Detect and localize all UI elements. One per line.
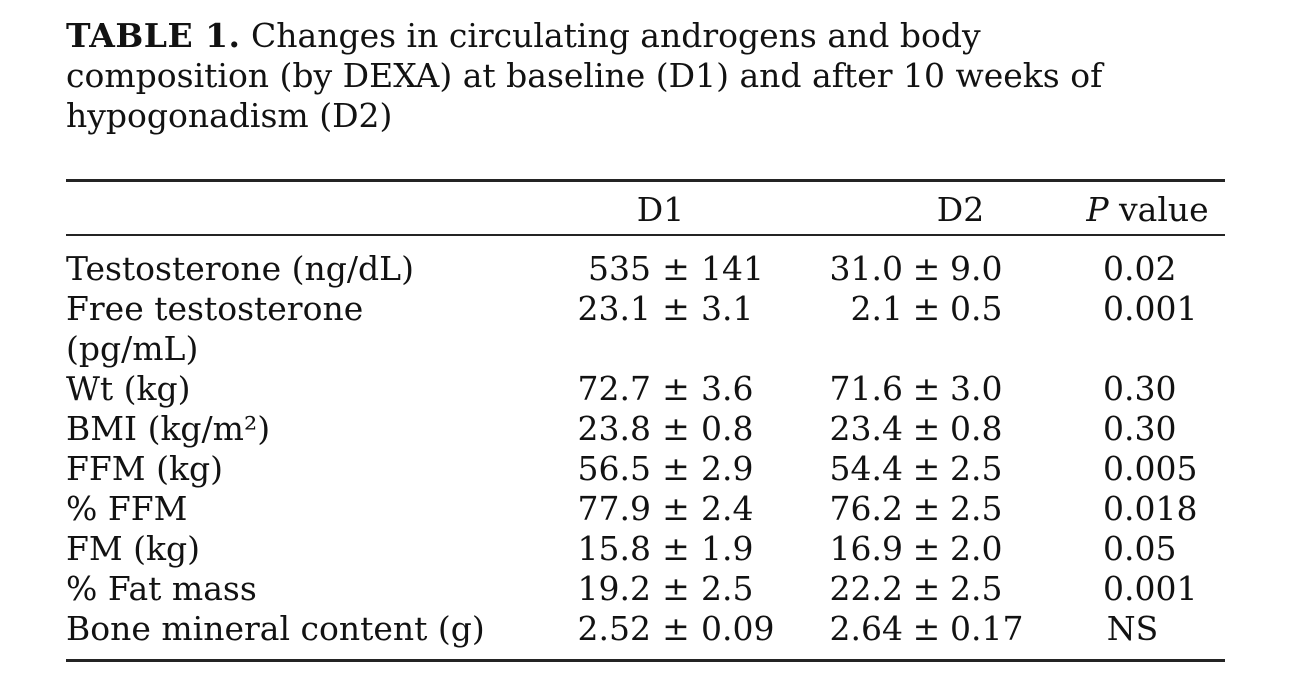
d1-plus-minus: ± — [662, 529, 690, 568]
d1-plus-minus: ± — [662, 249, 690, 288]
table-row: % Fat mass 19.2 ± 2.5 22.2 ± 2.5 0.001 — [66, 569, 1225, 609]
d2-mean: 71.6 — [829, 369, 903, 408]
caption-line-3: hypogonadism (D2) — [66, 96, 393, 135]
d1-plus-minus: ± — [662, 409, 690, 448]
d2-mean: 2.64 — [829, 609, 903, 648]
table-row: FFM (kg) 56.5 ± 2.9 54.4 ± 2.5 0.005 — [66, 449, 1225, 489]
d1-sd: 2.4 — [701, 489, 754, 528]
p-value: 0.02 — [1103, 249, 1177, 288]
caption-text-1: Changes in circulating androgens and bod… — [251, 16, 981, 55]
d2-sd: 2.5 — [950, 569, 1003, 608]
column-header-p-value: P value — [1086, 190, 1209, 229]
d1-sd: 3.6 — [701, 369, 754, 408]
p-value: NS — [1106, 609, 1159, 648]
row-label: Free testosterone (pg/mL) — [66, 289, 364, 368]
d2-plus-minus: ± — [912, 449, 941, 488]
d1-mean: 72.7 — [577, 369, 651, 408]
row-label: Wt (kg) — [66, 369, 191, 408]
row-label: BMI (kg/m²) — [66, 409, 271, 448]
d2-sd: 3.0 — [950, 369, 1003, 408]
d1-mean: 23.8 — [577, 409, 651, 448]
caption-line-2: composition (by DEXA) at baseline (D1) a… — [66, 56, 1103, 95]
column-header-d2: D2 — [936, 190, 985, 229]
d2-sd: 2.0 — [950, 529, 1003, 568]
d2-sd: 0.17 — [950, 609, 1024, 648]
d1-plus-minus: ± — [662, 369, 690, 408]
d2-mean: 31.0 — [829, 249, 903, 288]
p-value: 0.001 — [1103, 569, 1198, 608]
d1-plus-minus: ± — [662, 489, 690, 528]
column-header-d1: D1 — [636, 190, 685, 229]
d1-sd: 2.9 — [701, 449, 754, 488]
p-value: 0.05 — [1103, 529, 1177, 568]
d1-sd: 1.9 — [701, 529, 754, 568]
row-label: FM (kg) — [66, 529, 201, 568]
table-number: TABLE 1. — [66, 16, 241, 55]
d2-mean: 2.1 — [850, 289, 903, 328]
d2-plus-minus: ± — [912, 529, 941, 568]
d2-plus-minus: ± — [912, 609, 941, 648]
d1-sd: 0.09 — [701, 609, 775, 648]
d2-sd: 2.5 — [950, 489, 1003, 528]
d2-mean: 22.2 — [829, 569, 903, 608]
d2-plus-minus: ± — [912, 409, 941, 448]
d2-plus-minus: ± — [912, 489, 941, 528]
p-value: 0.005 — [1103, 449, 1198, 488]
d1-mean: 56.5 — [577, 449, 651, 488]
d1-sd: 141 — [701, 249, 764, 288]
d2-plus-minus: ± — [912, 569, 941, 608]
d2-mean: 16.9 — [829, 529, 903, 568]
table-row: Wt (kg) 72.7 ± 3.6 71.6 ± 3.0 0.30 — [66, 369, 1225, 409]
row-label: % FFM — [66, 489, 188, 528]
table-row: BMI (kg/m²) 23.8 ± 0.8 23.4 ± 0.8 0.30 — [66, 409, 1225, 449]
d1-sd: 2.5 — [701, 569, 754, 608]
table-header-row: D1 D2 P value — [66, 182, 1225, 236]
table-body: Testosterone (ng/dL) 535 ± 141 31.0 ± 9.… — [66, 236, 1225, 659]
p-value: 0.018 — [1103, 489, 1198, 528]
table-row: Free testosterone (pg/mL) 23.1 ± 3.1 2.1… — [66, 289, 1225, 369]
d1-mean: 19.2 — [577, 569, 651, 608]
d1-plus-minus: ± — [662, 289, 690, 328]
caption-line-1: TABLE 1. Changes in circulating androgen… — [66, 16, 1102, 56]
d2-sd: 0.8 — [950, 409, 1003, 448]
d1-sd: 3.1 — [701, 289, 754, 328]
d2-sd: 2.5 — [950, 449, 1003, 488]
table-row: % FFM 77.9 ± 2.4 76.2 ± 2.5 0.018 — [66, 489, 1225, 529]
d1-sd: 0.8 — [701, 409, 754, 448]
data-table: D1 D2 P value Testosterone (ng/dL) 535 ±… — [66, 179, 1225, 662]
table-row: Bone mineral content (g) 2.52 ± 0.09 2.6… — [66, 609, 1225, 649]
d1-plus-minus: ± — [662, 569, 690, 608]
table-caption: TABLE 1. Changes in circulating androgen… — [66, 16, 1102, 136]
p-value: 0.30 — [1103, 369, 1177, 408]
d1-mean: 535 — [588, 249, 651, 288]
d2-plus-minus: ± — [912, 369, 941, 408]
d2-mean: 76.2 — [829, 489, 903, 528]
row-label: Bone mineral content (g) — [66, 609, 485, 648]
row-label: % Fat mass — [66, 569, 257, 608]
d1-plus-minus: ± — [662, 449, 690, 488]
d2-plus-minus: ± — [912, 249, 941, 288]
d1-mean: 15.8 — [577, 529, 651, 568]
row-label: Testosterone (ng/dL) — [66, 249, 414, 288]
d2-mean: 54.4 — [829, 449, 903, 488]
d1-plus-minus: ± — [662, 609, 690, 648]
table-row: FM (kg) 15.8 ± 1.9 16.9 ± 2.0 0.05 — [66, 529, 1225, 569]
d1-mean: 77.9 — [577, 489, 651, 528]
d1-mean: 2.52 — [577, 609, 651, 648]
row-label: FFM (kg) — [66, 449, 223, 488]
p-value: 0.001 — [1103, 289, 1198, 328]
p-value: 0.30 — [1103, 409, 1177, 448]
d2-mean: 23.4 — [829, 409, 903, 448]
table-row: Testosterone (ng/dL) 535 ± 141 31.0 ± 9.… — [66, 249, 1225, 289]
d2-sd: 9.0 — [950, 249, 1003, 288]
d2-sd: 0.5 — [950, 289, 1003, 328]
d2-plus-minus: ± — [912, 289, 941, 328]
d1-mean: 23.1 — [577, 289, 651, 328]
